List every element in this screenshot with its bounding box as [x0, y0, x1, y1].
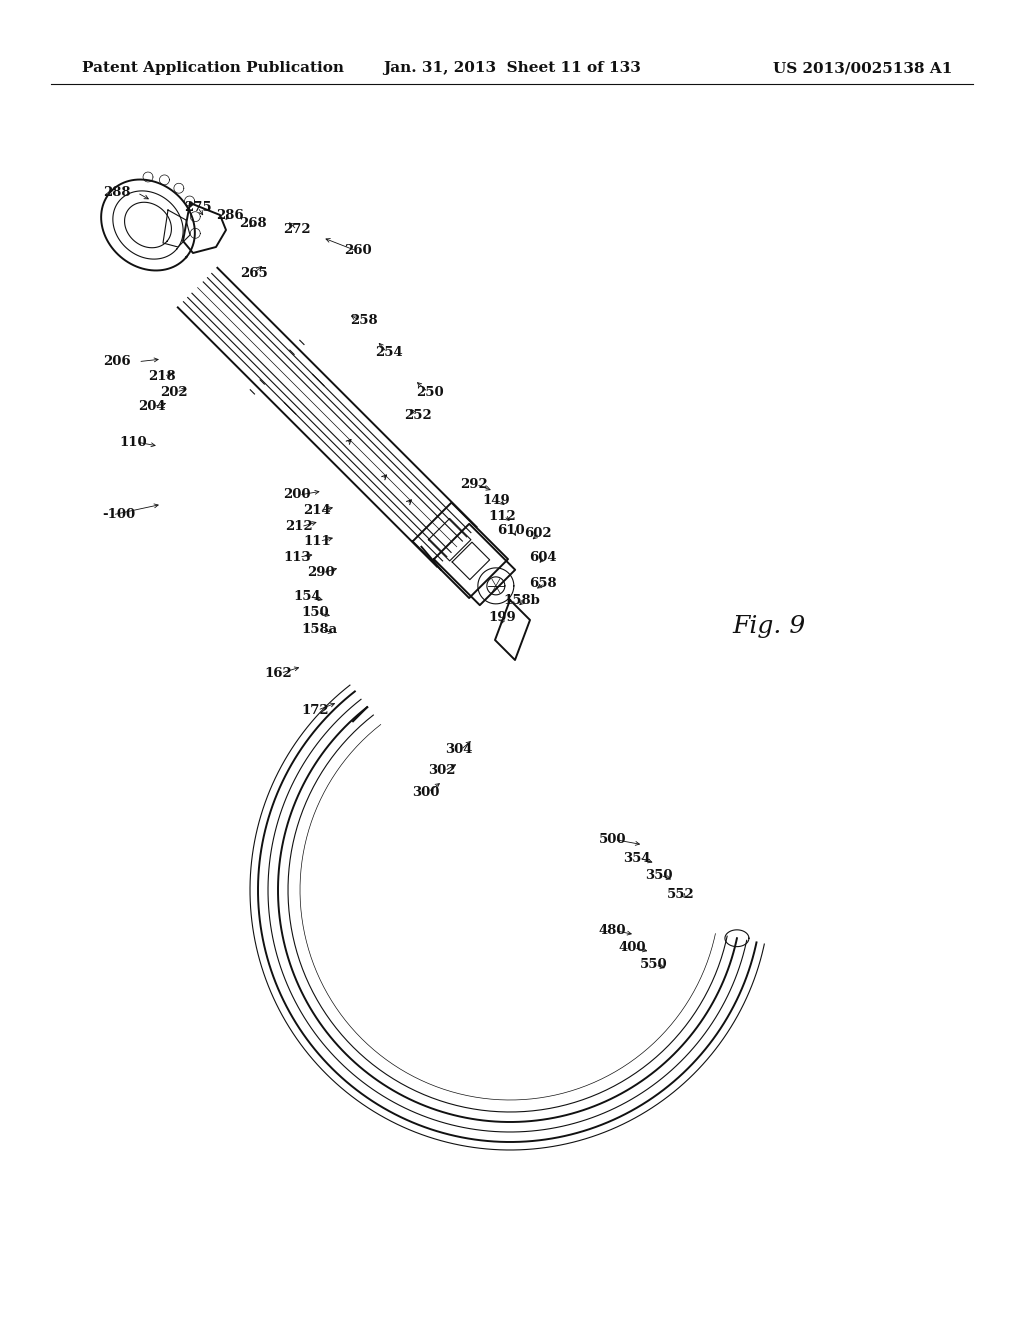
Text: 113: 113 [284, 550, 310, 564]
Text: 162: 162 [264, 667, 293, 680]
Text: 252: 252 [403, 409, 432, 422]
Text: Patent Application Publication: Patent Application Publication [82, 61, 344, 75]
Text: 268: 268 [240, 216, 266, 230]
Text: 290: 290 [307, 566, 334, 579]
Text: 158b: 158b [504, 594, 541, 607]
Text: 154: 154 [293, 590, 322, 603]
Text: 204: 204 [138, 400, 165, 413]
Text: 218: 218 [148, 370, 175, 383]
Text: Fig. 9: Fig. 9 [732, 615, 806, 639]
Text: 658: 658 [529, 577, 556, 590]
Text: 288: 288 [103, 186, 131, 199]
Text: 158a: 158a [301, 623, 338, 636]
Text: 272: 272 [284, 223, 310, 236]
Text: 172: 172 [302, 704, 329, 717]
Text: 304: 304 [445, 743, 472, 756]
Text: 111: 111 [303, 535, 332, 548]
Text: 610: 610 [498, 524, 524, 537]
Text: 260: 260 [345, 244, 372, 257]
Text: Jan. 31, 2013  Sheet 11 of 133: Jan. 31, 2013 Sheet 11 of 133 [383, 61, 641, 75]
Text: 214: 214 [303, 504, 332, 517]
Text: 500: 500 [599, 833, 626, 846]
Text: 275: 275 [184, 201, 211, 214]
Text: 265: 265 [240, 267, 268, 280]
Text: 206: 206 [103, 355, 131, 368]
Text: 480: 480 [599, 924, 626, 937]
Text: 199: 199 [487, 611, 516, 624]
Text: 550: 550 [640, 958, 667, 972]
Text: US 2013/0025138 A1: US 2013/0025138 A1 [773, 61, 952, 75]
Text: 552: 552 [667, 888, 695, 902]
Text: 602: 602 [524, 527, 551, 540]
Text: 302: 302 [429, 764, 456, 777]
Text: 250: 250 [417, 385, 443, 399]
Text: 110: 110 [120, 436, 146, 449]
Text: 286: 286 [217, 209, 244, 222]
Text: 350: 350 [645, 869, 672, 882]
Text: 149: 149 [482, 494, 511, 507]
Text: 212: 212 [285, 520, 313, 533]
Text: 112: 112 [487, 510, 516, 523]
Text: 254: 254 [375, 346, 403, 359]
Text: 258: 258 [350, 314, 377, 327]
Text: 400: 400 [618, 941, 645, 954]
Text: 354: 354 [624, 851, 650, 865]
Text: 604: 604 [529, 550, 556, 564]
Text: 300: 300 [413, 785, 439, 799]
Text: 150: 150 [302, 606, 329, 619]
Text: 202: 202 [161, 385, 187, 399]
Text: -100: -100 [102, 508, 135, 521]
Text: 200: 200 [284, 488, 310, 502]
Text: 292: 292 [460, 478, 488, 491]
